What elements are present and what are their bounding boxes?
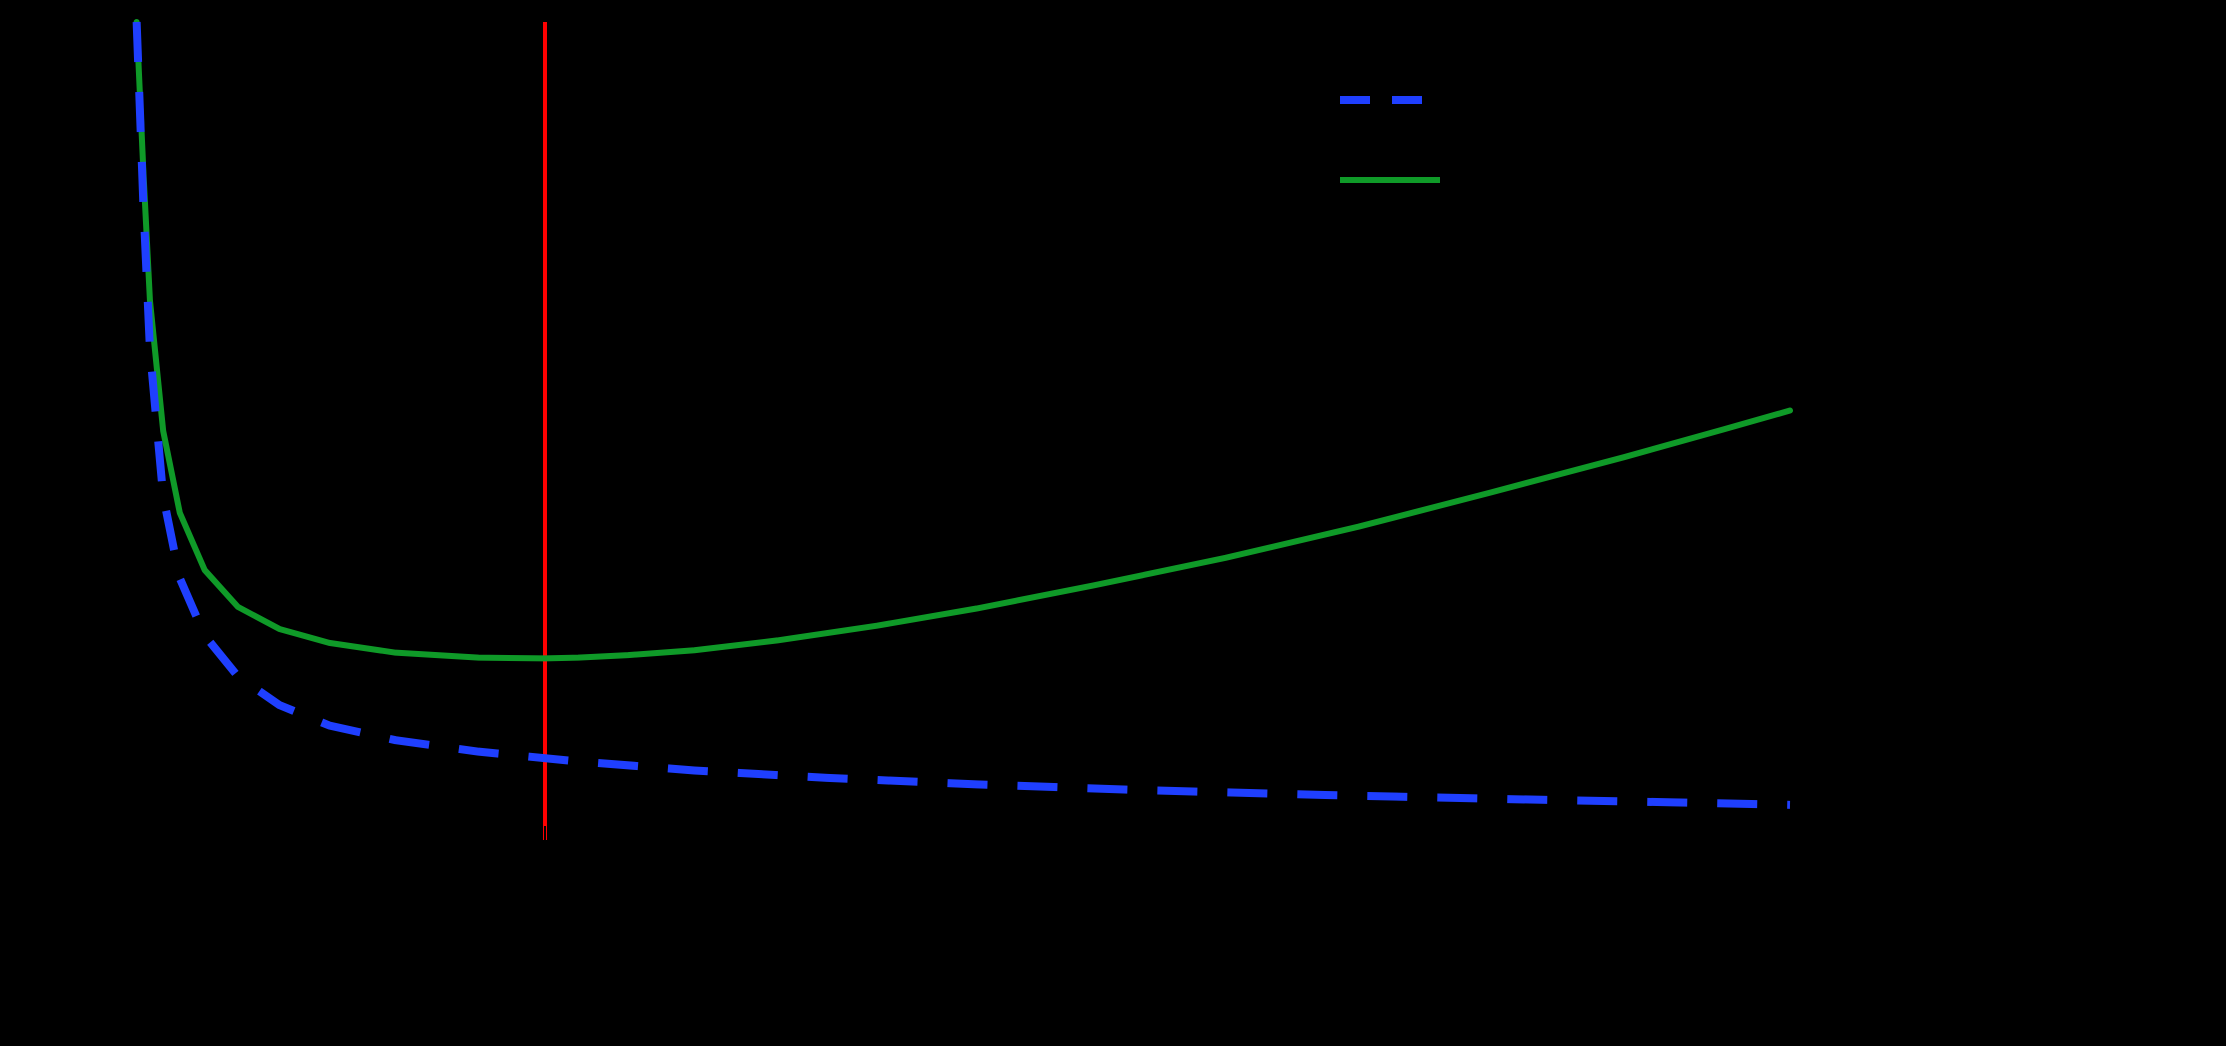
x-axis-label: Capacity [874,920,1045,983]
xtick-optimal-label: Optimal Capacity [380,842,709,901]
legend-training-label: Training error [1470,59,1741,122]
generalization-gap-label: Generalization gap [1549,607,1895,666]
overfitting-zone-label: Overfitting zone [559,70,870,133]
gap-arrow-head-down [1499,777,1516,791]
underfitting-zone-label: Underfitting zone [169,70,505,133]
legend-generalization-label: Generalization error [1470,139,1857,202]
gap-arrow-head-up [1499,505,1516,519]
y-axis-label: Error [10,379,73,483]
xtick-0-label: 0 [120,839,140,896]
capacity-error-chart: Underfitting zone Overfitting zone General… [0,0,2226,1046]
